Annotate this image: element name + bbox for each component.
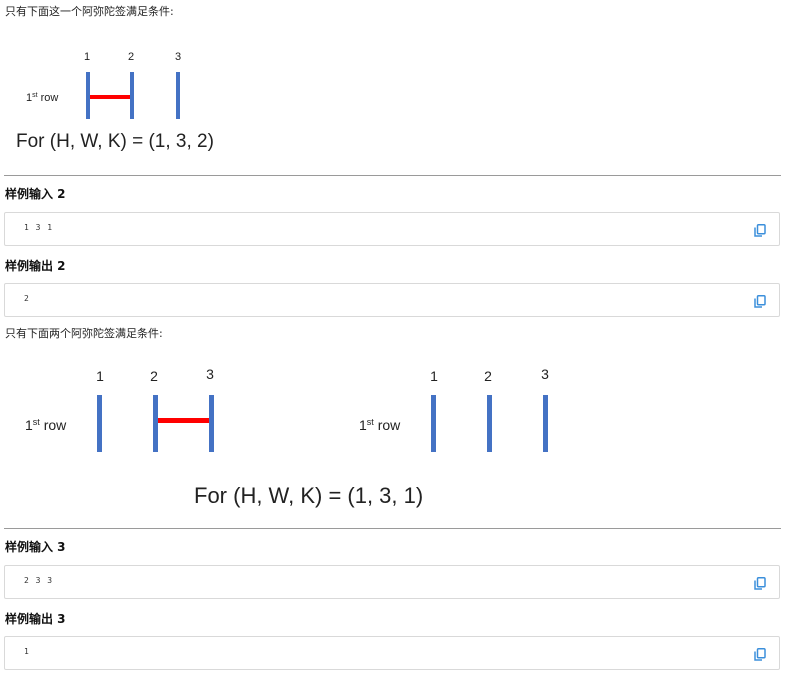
vertical-line-1	[97, 395, 102, 452]
vertical-line-1	[86, 72, 90, 119]
sample-input-2-heading: 样例输入 2	[5, 187, 66, 201]
divider-1	[4, 175, 781, 176]
formula-1: For (H, W, K) = (1, 3, 2)	[16, 131, 214, 152]
copy-icon[interactable]	[754, 577, 766, 590]
sample-output-3-box: 1	[4, 636, 780, 670]
intro-text-2: 只有下面两个阿弥陀签满足条件:	[5, 327, 163, 340]
amidakuji-figure-2-left: 1 2 3 1st row	[25, 366, 214, 452]
sample-input-3-heading: 样例输入 3	[5, 540, 66, 554]
vertical-line-3	[543, 395, 548, 452]
column-label-2: 2	[150, 368, 158, 384]
column-label-3: 3	[541, 366, 549, 382]
row-label: 1st row	[359, 417, 401, 433]
column-label-1: 1	[84, 51, 90, 63]
sample-output-2-box: 2	[4, 283, 780, 317]
vertical-line-2	[153, 395, 158, 452]
sample-input-2-box: 1 3 1	[4, 212, 780, 246]
sample-input-2-code: 1 3 1	[24, 223, 54, 232]
sample-output-2-code: 2	[24, 294, 30, 303]
vertical-line-3	[209, 395, 214, 452]
column-label-1: 1	[96, 368, 104, 384]
horizontal-rung-2-3	[158, 418, 209, 423]
sample-output-3-heading: 样例输出 3	[5, 612, 66, 626]
column-label-3: 3	[175, 51, 181, 63]
copy-icon[interactable]	[754, 224, 766, 237]
row-label: 1st row	[25, 417, 67, 433]
sample-input-3-code: 2 3 3	[24, 576, 54, 585]
intro-text-1: 只有下面这一个阿弥陀签满足条件:	[5, 5, 174, 18]
vertical-line-1	[431, 395, 436, 452]
vertical-line-3	[176, 72, 180, 119]
sample-input-3-box: 2 3 3	[4, 565, 780, 599]
column-label-2: 2	[128, 51, 134, 63]
amidakuji-figure-1: 1 2 3 1st row	[26, 51, 181, 119]
row-label: 1st row	[26, 92, 58, 104]
divider-2	[4, 528, 781, 529]
copy-icon[interactable]	[754, 648, 766, 661]
horizontal-rung-1-2	[90, 95, 130, 99]
vertical-line-2	[487, 395, 492, 452]
vertical-line-2	[130, 72, 134, 119]
amidakuji-figure-2-right: 1 2 3 1st row	[359, 366, 549, 452]
copy-icon[interactable]	[754, 295, 766, 308]
column-label-2: 2	[484, 368, 492, 384]
column-label-1: 1	[430, 368, 438, 384]
sample-output-3-code: 1	[24, 647, 30, 656]
column-label-3: 3	[206, 366, 214, 382]
sample-output-2-heading: 样例输出 2	[5, 259, 66, 273]
formula-2: For (H, W, K) = (1, 3, 1)	[194, 483, 424, 508]
